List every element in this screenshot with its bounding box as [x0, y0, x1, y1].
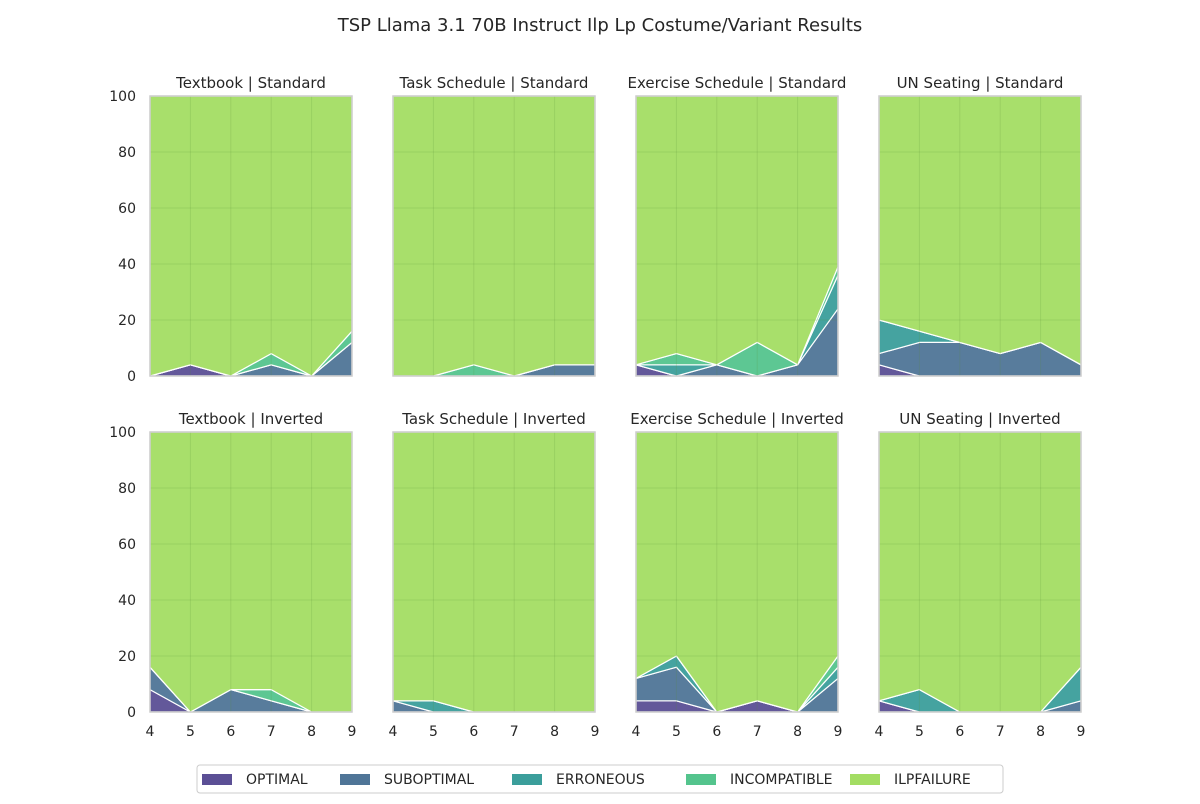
panel-task-schedule-standard: Task Schedule | Standard — [392, 74, 596, 377]
x-tick-label: 4 — [875, 724, 884, 740]
legend-label: ERRONEOUS — [556, 772, 645, 788]
panel-task-schedule-inverted: Task Schedule | Inverted 4 5 6 7 8 9 — [389, 410, 600, 740]
x-tick-label: 8 — [307, 724, 316, 740]
x-tick-label: 7 — [510, 724, 519, 740]
panel-frame — [878, 431, 1082, 713]
area-ilpfailure — [878, 95, 1082, 366]
x-tick-label: 4 — [389, 724, 398, 740]
legend-swatch — [202, 774, 232, 785]
x-tick-label: 6 — [955, 724, 964, 740]
panel-frame — [392, 95, 596, 377]
area-ilpfailure — [149, 95, 353, 377]
area-ilpfailure — [392, 95, 596, 377]
panel-exercise-schedule-inverted: Exercise Schedule | Inverted 4 5 6 7 8 9 — [630, 410, 844, 740]
x-tick-label: 7 — [267, 724, 276, 740]
legend-swatch — [340, 774, 370, 785]
legend-label: OPTIMAL — [246, 772, 308, 788]
x-tick-label: 4 — [632, 724, 641, 740]
panel-un-seating-standard: UN Seating | Standard — [878, 74, 1082, 377]
x-tick-label: 5 — [915, 724, 924, 740]
y-tick-label: 20 — [118, 649, 136, 665]
panel-title: UN Seating | Inverted — [899, 410, 1060, 428]
panel-frame — [635, 95, 839, 377]
y-tick-label: 80 — [118, 145, 136, 161]
legend-item-ilpfailure: ILPFAILURE — [850, 772, 971, 788]
panel-exercise-schedule-standard: Exercise Schedule | Standard — [628, 74, 847, 377]
panel-frame — [149, 431, 353, 713]
x-tick-label: 8 — [550, 724, 559, 740]
legend-label: INCOMPATIBLE — [730, 772, 832, 788]
y-tick-label: 40 — [118, 593, 136, 609]
legend: OPTIMAL SUBOPTIMAL ERRONEOUS INCOMPATIBLE IL… — [196, 764, 1004, 794]
panel-title: Task Schedule | Standard — [399, 74, 589, 92]
panel-frame — [635, 431, 839, 713]
x-tick-label: 5 — [429, 724, 438, 740]
x-tick-label: 5 — [186, 724, 195, 740]
y-tick-label: 80 — [118, 481, 136, 497]
area-ilpfailure — [149, 431, 353, 713]
area-ilpfailure — [635, 95, 839, 366]
y-tick-label: 0 — [127, 705, 136, 721]
panel-frame — [392, 431, 596, 713]
x-tick-label: 6 — [469, 724, 478, 740]
y-tick-label: 100 — [109, 89, 136, 105]
x-tick-label: 9 — [1077, 724, 1086, 740]
x-tick-label: 9 — [348, 724, 357, 740]
x-tick-label: 7 — [996, 724, 1005, 740]
panel-un-seating-inverted: UN Seating | Inverted 4 5 6 7 8 9 — [875, 410, 1086, 740]
panel-title: Exercise Schedule | Inverted — [630, 410, 844, 428]
x-tick-label: 5 — [672, 724, 681, 740]
y-tick-label: 100 — [109, 425, 136, 441]
chart-title: TSP Llama 3.1 70B Instruct Ilp Lp Costum… — [337, 15, 863, 36]
panel-title: Task Schedule | Inverted — [401, 410, 586, 428]
area-ilpfailure — [392, 431, 596, 713]
panel-textbook-standard: Textbook | Standard 0 20 40 60 80 100 — [109, 74, 353, 385]
y-tick-label: 40 — [118, 257, 136, 273]
x-tick-label: 7 — [753, 724, 762, 740]
x-tick-label: 6 — [712, 724, 721, 740]
legend-item-erroneous: ERRONEOUS — [512, 772, 645, 788]
legend-label: ILPFAILURE — [894, 772, 971, 788]
panel-title: Exercise Schedule | Standard — [628, 74, 847, 92]
y-tick-label: 0 — [127, 369, 136, 385]
y-tick-label: 60 — [118, 201, 136, 217]
legend-swatch — [850, 774, 880, 785]
legend-label: SUBOPTIMAL — [384, 772, 474, 788]
area-ilpfailure — [878, 431, 1082, 713]
y-tick-label: 20 — [118, 313, 136, 329]
x-tick-label: 6 — [226, 724, 235, 740]
x-tick-label: 9 — [591, 724, 600, 740]
legend-swatch — [686, 774, 716, 785]
y-tick-label: 60 — [118, 537, 136, 553]
panel-frame — [149, 95, 353, 377]
legend-swatch — [512, 774, 542, 785]
legend-item-suboptimal: SUBOPTIMAL — [340, 772, 474, 788]
panel-title: Textbook | Standard — [175, 74, 326, 92]
legend-item-incompatible: INCOMPATIBLE — [686, 772, 832, 788]
x-tick-label: 9 — [834, 724, 843, 740]
panel-textbook-inverted: Textbook | Inverted 0 20 40 60 80 100 4 5 6 7 8 9 — [109, 410, 356, 740]
legend-frame — [196, 764, 1004, 794]
x-tick-label: 8 — [1036, 724, 1045, 740]
panel-title: UN Seating | Standard — [897, 74, 1064, 92]
x-tick-label: 4 — [146, 724, 155, 740]
panel-frame — [878, 95, 1082, 377]
x-tick-label: 8 — [793, 724, 802, 740]
legend-item-optimal: OPTIMAL — [202, 772, 308, 788]
panel-title: Textbook | Inverted — [178, 410, 323, 428]
